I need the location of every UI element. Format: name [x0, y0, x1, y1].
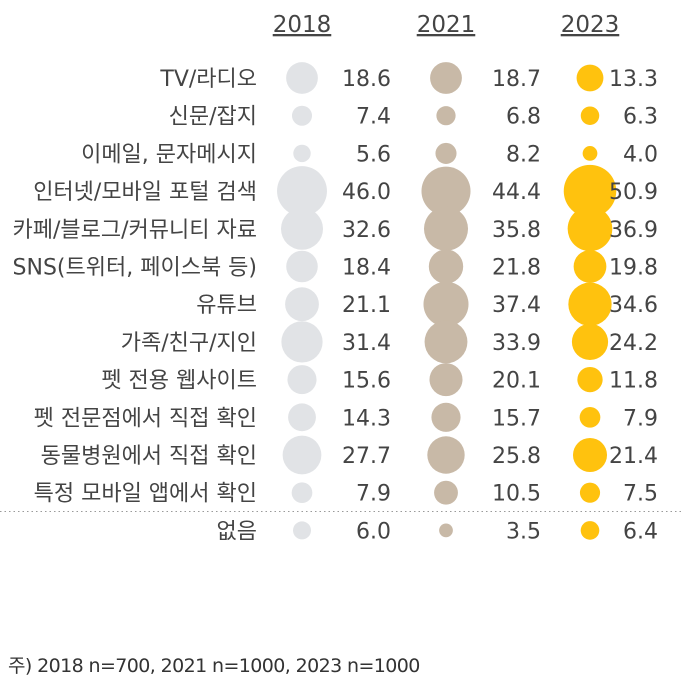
bubble-2023: [577, 366, 603, 393]
bubble-2018: [277, 166, 327, 217]
value-label-2021: 35.8: [492, 218, 541, 243]
value-label-2021: 21.8: [492, 256, 541, 281]
value-label-2023: 36.9: [609, 218, 658, 243]
category-label: 신문/잡지: [169, 105, 257, 130]
bubble-2021: [435, 142, 457, 164]
bubble-2018: [285, 287, 319, 322]
value-label-2018: 18.4: [342, 256, 391, 281]
value-label-2023: 7.5: [623, 482, 658, 507]
value-label-2023: 34.6: [609, 293, 658, 318]
bubble-2023: [573, 250, 607, 283]
bubble-2021: [434, 480, 458, 505]
bubble-2021: [427, 436, 465, 474]
category-label: 없음: [217, 519, 257, 544]
category-label: TV/라디오: [159, 67, 257, 92]
bubble-2023: [563, 164, 617, 218]
value-label-2023: 19.8: [609, 256, 658, 281]
value-label-2018: 46.0: [342, 180, 391, 205]
value-label-2018: 21.1: [342, 293, 391, 318]
category-label: 유튜브: [196, 293, 257, 318]
value-label-2021: 44.4: [492, 180, 541, 205]
bubble-2021: [424, 320, 468, 364]
bubble-2018: [287, 365, 317, 395]
value-label-2023: 6.4: [623, 519, 658, 544]
bubble-2018: [286, 62, 318, 94]
value-label-2021: 3.5: [506, 519, 541, 544]
category-label: 펫 전용 웹사이트: [101, 369, 257, 394]
bubble-2021: [430, 62, 462, 94]
bubble-2018: [286, 250, 318, 283]
bubble-2018: [282, 435, 322, 475]
value-label-2018: 32.6: [342, 218, 391, 243]
bubble-2021: [428, 249, 464, 284]
value-label-2018: 27.7: [342, 444, 391, 469]
bubble-2023: [567, 206, 613, 252]
category-label: SNS(트위터, 페이스북 등): [13, 256, 257, 281]
value-label-2021: 10.5: [492, 482, 541, 507]
bubble-2023: [582, 146, 598, 161]
bubble-chart: 2018 2021 2023 TV/라디오 18.6 18.7 13.3 신문/잡지 7.4 6.…: [0, 12, 684, 544]
value-label-2018: 5.6: [356, 142, 391, 167]
bubble-2021: [436, 106, 456, 126]
bubble-2023: [580, 521, 600, 540]
bubble-2018: [281, 321, 323, 363]
category-label: 펫 전문점에서 직접 확인: [34, 406, 257, 431]
value-label-2021: 25.8: [492, 444, 541, 469]
value-label-2018: 31.4: [342, 331, 391, 356]
value-label-2021: 15.7: [492, 406, 541, 431]
bubble-2023: [580, 106, 600, 125]
value-label-2023: 24.2: [609, 331, 658, 356]
bubble-2021: [421, 166, 471, 216]
category-label: 특정 모바일 앱에서 확인: [34, 482, 257, 507]
category-label: 동물병원에서 직접 확인: [41, 444, 257, 469]
bubble-2018: [288, 403, 316, 432]
bubble-2018: [293, 144, 311, 163]
value-label-2018: 7.4: [356, 105, 391, 130]
value-label-2018: 7.9: [356, 482, 391, 507]
value-label-2023: 11.8: [609, 369, 658, 394]
bubble-2023: [572, 437, 608, 473]
value-label-2023: 4.0: [623, 142, 658, 167]
value-label-2023: 13.3: [609, 67, 658, 92]
footnote: 주) 2018 n=700, 2021 n=1000, 2023 n=1000: [8, 655, 420, 677]
bubble-2023: [579, 482, 601, 503]
bubble-2021: [439, 523, 453, 538]
value-label-2023: 7.9: [623, 406, 658, 431]
value-label-2021: 6.8: [506, 105, 541, 130]
value-label-2023: 6.3: [623, 105, 658, 130]
value-label-2021: 37.4: [492, 293, 541, 318]
category-label: 이메일, 문자메시지: [81, 142, 257, 167]
year-header-2023: 2023: [561, 12, 620, 38]
bubble-2023: [568, 282, 612, 326]
value-label-2021: 33.9: [492, 331, 541, 356]
value-label-2021: 8.2: [506, 142, 541, 167]
bubble-2021: [423, 281, 469, 327]
category-label: 카페/블로그/커뮤니티 자료: [13, 218, 257, 243]
value-label-2018: 15.6: [342, 369, 391, 394]
bubble-2021: [429, 363, 463, 397]
value-label-2018: 18.6: [342, 67, 391, 92]
value-label-2023: 50.9: [609, 180, 658, 205]
category-label: 인터넷/모바일 포털 검색: [33, 180, 257, 205]
value-label-2018: 6.0: [356, 519, 391, 544]
year-header-2018: 2018: [273, 12, 332, 38]
value-label-2021: 18.7: [492, 67, 541, 92]
bubble-2018: [291, 482, 313, 504]
value-label-2023: 21.4: [609, 444, 658, 469]
bubble-2023: [579, 406, 601, 428]
bubble-2023: [571, 323, 609, 360]
value-label-2021: 20.1: [492, 369, 541, 394]
bubble-2018: [292, 521, 312, 540]
bubble-2018: [291, 105, 313, 126]
bubble-2021: [423, 206, 469, 251]
year-header-2021: 2021: [417, 12, 476, 38]
bubble-2021: [431, 402, 461, 432]
bubble-2018: [280, 207, 324, 250]
bubble-2023: [576, 64, 604, 92]
category-label: 가족/친구/지인: [121, 331, 257, 356]
value-label-2018: 14.3: [342, 406, 391, 431]
